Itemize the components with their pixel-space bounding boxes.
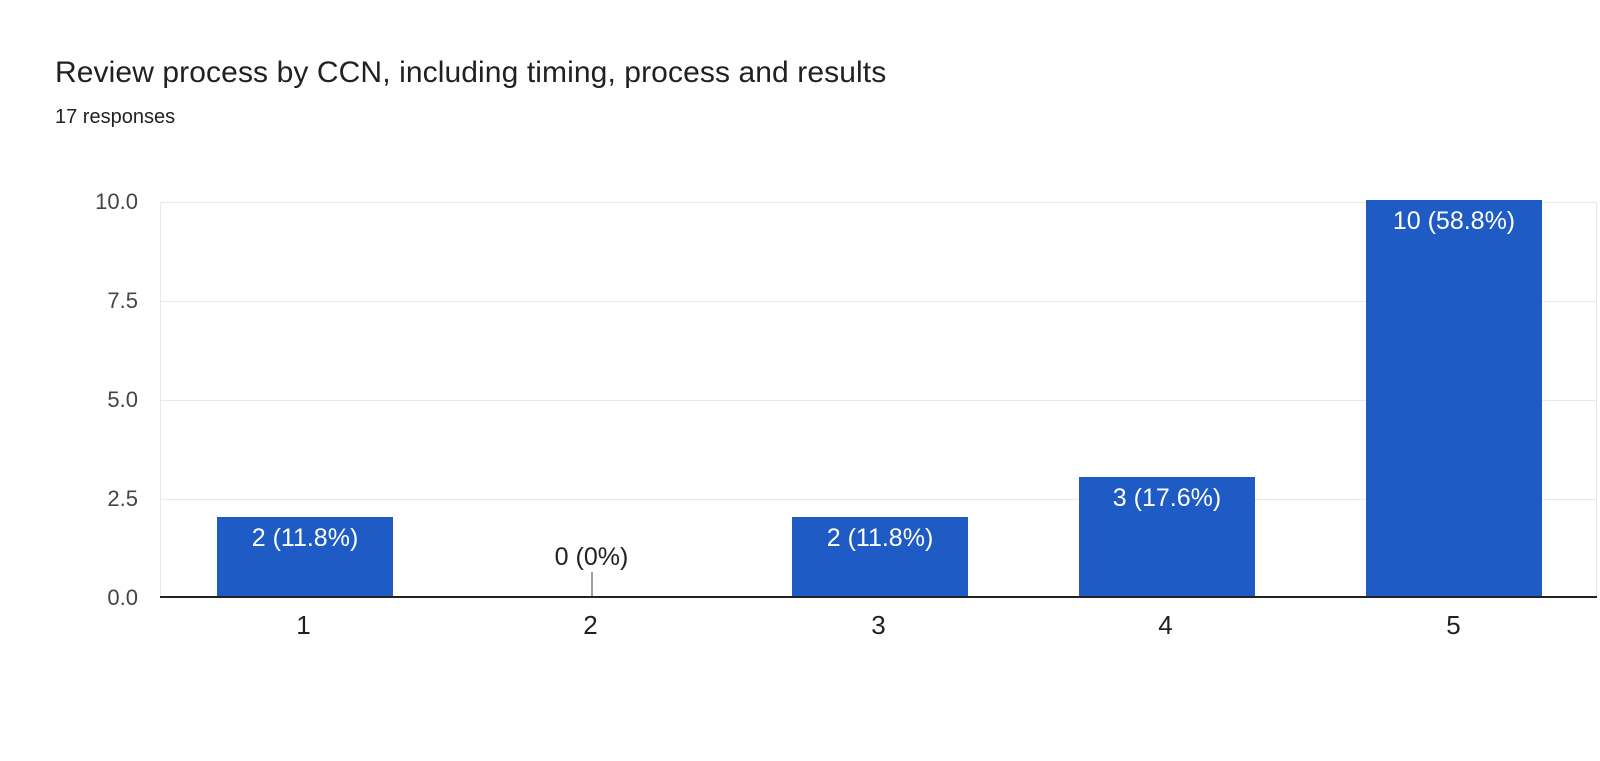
- gridline-y-2.5: [161, 499, 1596, 500]
- bar-value-label-4: 3 (17.6%): [1112, 484, 1222, 512]
- x-tick-label-3: 3: [871, 610, 886, 640]
- bar-value-label-1: 2 (11.8%): [251, 524, 359, 552]
- bar-4[interactable]: 3 (17.6%): [1079, 477, 1255, 596]
- bar-5[interactable]: 10 (58.8%): [1366, 200, 1542, 596]
- y-tick-label-5.0: 5.0: [107, 387, 138, 412]
- x-tick-label-5: 5: [1446, 610, 1461, 640]
- bar-1[interactable]: 2 (11.8%): [217, 517, 393, 596]
- bar-3[interactable]: 2 (11.8%): [792, 517, 968, 596]
- response-count: 17 responses: [55, 106, 176, 128]
- gridline-y-5.0: [161, 400, 1596, 401]
- bar-value-label-5: 10 (58.8%): [1392, 207, 1516, 235]
- question-title: Review process by CCN, including timing,…: [55, 56, 887, 89]
- zero-value-label-2: 0 (0%): [554, 543, 629, 571]
- y-tick-label-7.5: 7.5: [107, 288, 138, 313]
- gridline-y-10.0: [161, 202, 1596, 203]
- gridline-y-7.5: [161, 301, 1596, 302]
- x-tick-label-2: 2: [583, 610, 598, 640]
- x-tick-label-1: 1: [296, 610, 311, 640]
- zero-annotation-stem-2: [591, 572, 593, 596]
- x-tick-label-4: 4: [1158, 610, 1173, 640]
- bar-value-label-3: 2 (11.8%): [826, 524, 934, 552]
- plot-area: 2 (11.8%) 0 (0%) 2 (11.8%) 3 (17.6%) 10 (58.…: [160, 200, 1597, 598]
- y-tick-label-10.0: 10.0: [95, 189, 138, 214]
- y-tick-label-0.0: 0.0: [107, 585, 138, 610]
- y-tick-label-2.5: 2.5: [107, 486, 138, 511]
- x-axis-line: [160, 596, 1597, 598]
